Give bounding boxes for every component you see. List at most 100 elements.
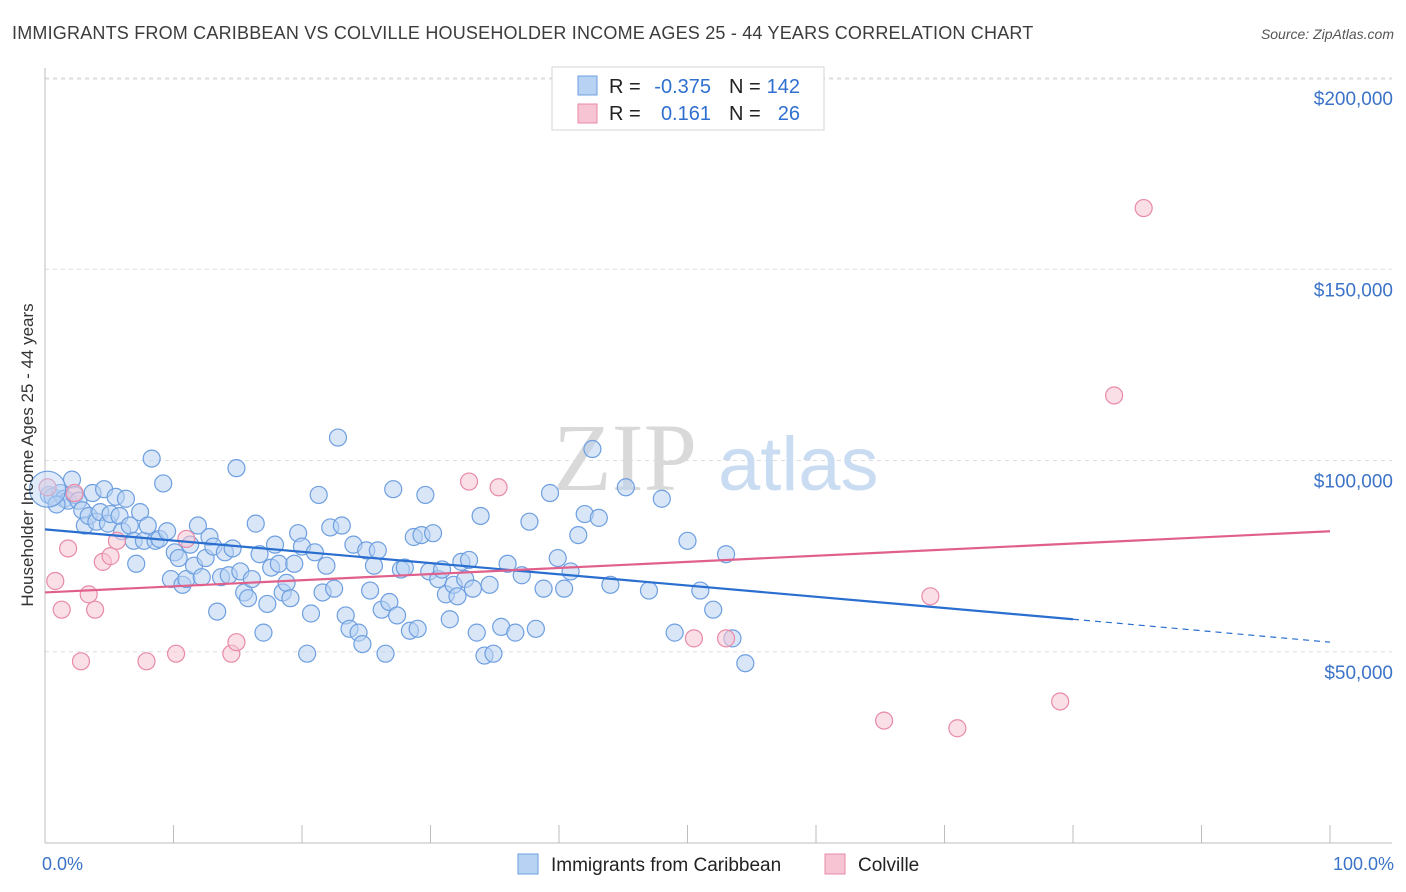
point-colville <box>1105 386 1124 405</box>
legend-r-value-colville: 0.161 <box>661 103 711 125</box>
legend-r-label-caribbean: R = <box>609 76 641 98</box>
y-axis-label: Householder Income Ages 25 - 44 years <box>18 303 37 606</box>
axes <box>44 68 1392 844</box>
point-caribbean <box>238 589 258 608</box>
point-caribbean <box>569 525 588 545</box>
legend: R = -0.375 N = 142 R = 0.161 N = 26 <box>551 66 825 131</box>
point-caribbean <box>448 587 467 606</box>
point-caribbean <box>192 568 211 587</box>
point-colville <box>1134 198 1153 218</box>
point-colville <box>875 711 894 730</box>
point-caribbean <box>380 592 399 612</box>
point-caribbean <box>548 548 567 568</box>
watermark: ZIP atlas <box>553 404 879 511</box>
point-caribbean <box>138 516 157 535</box>
point-caribbean <box>561 562 580 581</box>
point-colville <box>227 633 246 652</box>
point-colville <box>921 587 940 606</box>
point-caribbean <box>526 619 545 638</box>
chart-source: Source: ZipAtlas.com <box>1261 26 1394 42</box>
point-caribbean <box>298 644 317 663</box>
point-caribbean <box>328 428 348 447</box>
trend-lines <box>44 528 1331 643</box>
point-caribbean <box>154 474 173 493</box>
bottom-legend-label-colville: Colville <box>858 855 919 876</box>
point-caribbean <box>116 489 136 508</box>
point-colville <box>137 652 156 671</box>
point-colville <box>46 571 65 591</box>
point-caribbean <box>208 602 227 621</box>
point-colville <box>38 478 57 497</box>
point-caribbean <box>223 539 242 558</box>
point-caribbean <box>285 554 304 573</box>
point-colville <box>86 600 105 619</box>
point-caribbean <box>157 522 177 541</box>
point-caribbean <box>277 573 296 593</box>
point-caribbean <box>376 644 395 663</box>
point-caribbean <box>416 485 435 505</box>
point-caribbean <box>467 623 486 642</box>
point-caribbean <box>506 623 525 642</box>
point-caribbean <box>281 589 300 608</box>
point-caribbean <box>498 554 517 573</box>
point-caribbean <box>484 644 503 663</box>
point-colville <box>59 539 78 558</box>
point-caribbean <box>301 604 321 623</box>
chart-title: IMMIGRANTS FROM CARIBBEAN VS COLVILLE HO… <box>12 23 1034 43</box>
point-caribbean <box>309 485 328 505</box>
point-caribbean <box>142 449 161 468</box>
point-colville <box>489 478 508 497</box>
legend-r-value-caribbean: -0.375 <box>654 76 711 98</box>
point-caribbean <box>317 556 336 575</box>
x-tick-label-min: 0.0% <box>42 854 83 874</box>
point-caribbean-cluster <box>28 470 67 508</box>
y-tick-label: $200,000 <box>1314 89 1393 110</box>
legend-n-label-caribbean: N = <box>729 76 761 98</box>
point-caribbean <box>678 531 697 550</box>
point-caribbean <box>353 634 372 654</box>
point-caribbean <box>555 579 574 598</box>
x-tick-label-max: 100.0% <box>1333 854 1394 874</box>
point-caribbean <box>332 516 351 535</box>
trendline-caribbean-extension <box>1072 618 1331 643</box>
bottom-legend-swatch-caribbean <box>517 853 539 875</box>
point-caribbean <box>616 478 635 497</box>
legend-n-value-colville: 26 <box>778 103 800 125</box>
point-caribbean <box>583 439 602 459</box>
point-caribbean <box>246 514 265 533</box>
legend-r-label-colville: R = <box>609 103 641 125</box>
point-caribbean <box>534 579 553 598</box>
point-caribbean <box>736 654 755 673</box>
point-caribbean <box>254 623 273 642</box>
point-caribbean <box>242 569 261 589</box>
point-caribbean <box>250 545 269 564</box>
y-tick-label: $100,000 <box>1314 472 1393 493</box>
legend-swatch-colville <box>577 103 598 124</box>
point-caribbean <box>258 594 277 614</box>
point-colville <box>52 600 71 619</box>
point-caribbean <box>127 554 146 573</box>
point-colville <box>166 644 186 663</box>
point-caribbean <box>423 524 443 543</box>
bottom-legend-label-caribbean: Immigrants from Caribbean <box>551 855 781 876</box>
point-colville <box>79 585 98 604</box>
y-tick-labels: $50,000 $100,000 $150,000 $200,000 <box>1314 89 1393 684</box>
point-caribbean <box>408 619 427 638</box>
point-caribbean <box>480 575 499 594</box>
trendline-colville <box>44 530 1331 594</box>
legend-n-label-colville: N = <box>729 103 761 125</box>
point-caribbean <box>169 548 188 568</box>
point-caribbean <box>325 579 344 598</box>
point-caribbean <box>704 600 723 619</box>
point-caribbean <box>459 550 479 570</box>
point-colville <box>177 529 196 549</box>
point-caribbean <box>589 508 608 527</box>
y-tick-label: $50,000 <box>1324 663 1393 684</box>
point-colville <box>65 483 84 503</box>
point-caribbean <box>130 503 150 522</box>
point-colville <box>1051 692 1070 711</box>
point-colville <box>716 629 736 648</box>
bottom-legend-swatch-colville <box>824 853 846 875</box>
trendline-caribbean <box>44 528 1074 621</box>
point-caribbean <box>463 579 483 598</box>
